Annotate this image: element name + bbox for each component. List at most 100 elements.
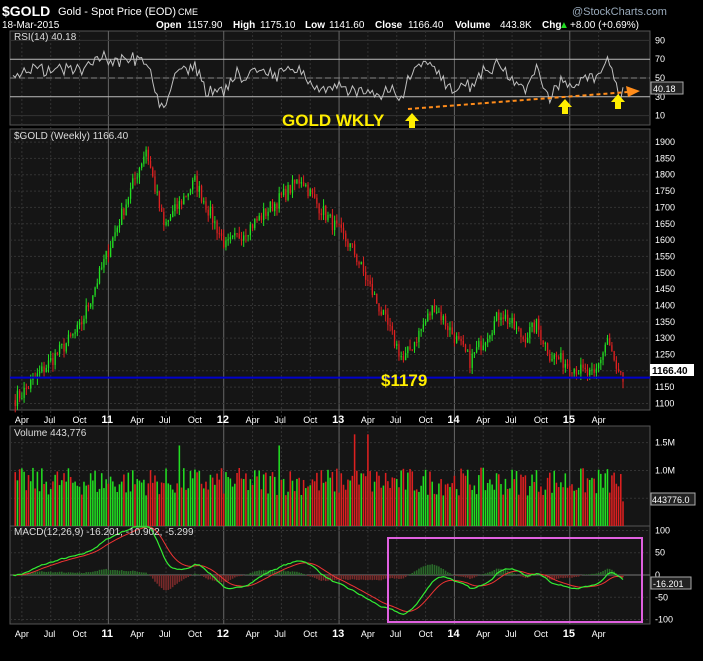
volume-bar <box>172 490 174 526</box>
price-candle <box>199 186 200 192</box>
volume-bar <box>593 479 595 526</box>
price-candle <box>587 369 588 375</box>
volume-bar <box>580 469 582 526</box>
macd-histogram-bar <box>70 572 72 575</box>
price-candle <box>562 353 563 368</box>
price-candle <box>365 272 366 280</box>
volume-bar <box>132 470 134 526</box>
price-candle <box>571 372 572 373</box>
macd-histogram-bar <box>372 575 374 580</box>
volume-bar <box>540 486 542 526</box>
volume-bar <box>365 476 367 526</box>
price-candle <box>267 212 268 216</box>
instrument-name: Gold - Spot Price (EOD) <box>58 6 176 18</box>
price-x-tick-label: Oct <box>303 415 318 425</box>
volume-bar <box>34 488 36 526</box>
close-label: Close <box>375 20 403 31</box>
volume-bar <box>145 495 147 526</box>
macd-histogram-bar <box>125 571 127 575</box>
macd-histogram-bar <box>403 575 405 578</box>
macd-histogram-bar <box>238 575 240 576</box>
price-candle <box>114 232 115 237</box>
volume-bar <box>507 489 509 526</box>
volume-bar <box>536 470 538 526</box>
macd-histogram-bar <box>97 571 99 575</box>
volume-bar <box>416 489 418 526</box>
symbol: $GOLD <box>2 3 50 19</box>
price-candle <box>192 180 193 189</box>
macd-histogram-bar <box>356 575 358 580</box>
volume-bar <box>125 492 127 526</box>
volume-bar <box>309 485 311 526</box>
price-candle <box>99 268 100 283</box>
price-candle <box>250 224 251 235</box>
macd-histogram-bar <box>261 571 263 575</box>
volume-bar <box>502 495 504 526</box>
macd-histogram-bar <box>474 575 476 578</box>
volume-bar <box>436 494 438 526</box>
macd-histogram-bar <box>491 571 493 575</box>
macd-histogram-bar <box>425 566 427 575</box>
macd-histogram-bar <box>161 575 163 588</box>
macd-histogram-bar <box>232 575 234 579</box>
price-candle <box>234 233 235 235</box>
price-candle <box>43 366 44 372</box>
price-tick-label: 1550 <box>655 251 675 261</box>
price-candle <box>567 364 568 367</box>
macd-histogram-bar <box>139 572 141 575</box>
volume-bar <box>26 490 28 526</box>
volume-bar <box>367 434 369 526</box>
volume-bar <box>494 490 496 526</box>
volume-bar <box>88 485 90 526</box>
macd-histogram-bar <box>447 572 449 575</box>
price-candle <box>514 318 515 329</box>
volume-bar <box>190 471 192 526</box>
price-candle <box>305 185 306 186</box>
price-candle <box>409 346 410 349</box>
volume-bar <box>618 486 620 526</box>
price-candle <box>325 206 326 220</box>
price-candle <box>445 316 446 326</box>
macd-histogram-bar <box>190 575 192 576</box>
price-candle <box>381 312 382 315</box>
price-candle <box>239 233 240 238</box>
volume-bar <box>551 493 553 526</box>
price-candle <box>401 356 402 357</box>
price-candle <box>454 334 455 343</box>
macd-histogram-bar <box>380 575 382 580</box>
price-candle <box>159 192 160 208</box>
volume-bar <box>438 483 440 526</box>
price-candle <box>110 248 111 257</box>
price-candle <box>205 201 206 209</box>
price-x-tick-label: Apr <box>246 415 260 425</box>
volume-bar <box>531 475 533 526</box>
macd-histogram-bar <box>312 575 314 577</box>
volume-bar <box>41 468 43 526</box>
macd-histogram-bar <box>57 572 59 575</box>
bottom-x-tick-label: Apr <box>592 629 606 639</box>
volume-bar <box>558 487 560 526</box>
price-candle <box>26 388 27 389</box>
price-candle <box>618 369 619 371</box>
volume-bar <box>130 491 132 526</box>
volume-bar <box>161 482 163 526</box>
price-candle <box>196 176 197 192</box>
macd-histogram-bar <box>558 575 560 579</box>
volume-bar <box>465 476 467 526</box>
macd-histogram-bar <box>456 575 458 576</box>
macd-histogram-bar <box>92 572 94 575</box>
volume-bar <box>620 474 622 526</box>
macd-histogram-bar <box>516 574 518 575</box>
price-candle <box>261 216 262 220</box>
volume-bar <box>252 485 254 526</box>
price-candle <box>154 176 155 191</box>
volume-bar <box>427 495 429 526</box>
volume-bar <box>383 486 385 526</box>
macd-histogram-bar <box>298 572 300 575</box>
macd-tick-label: -50 <box>655 592 668 602</box>
price-candle <box>123 208 124 215</box>
price-candle <box>438 312 439 313</box>
macd-histogram-bar <box>50 572 52 575</box>
